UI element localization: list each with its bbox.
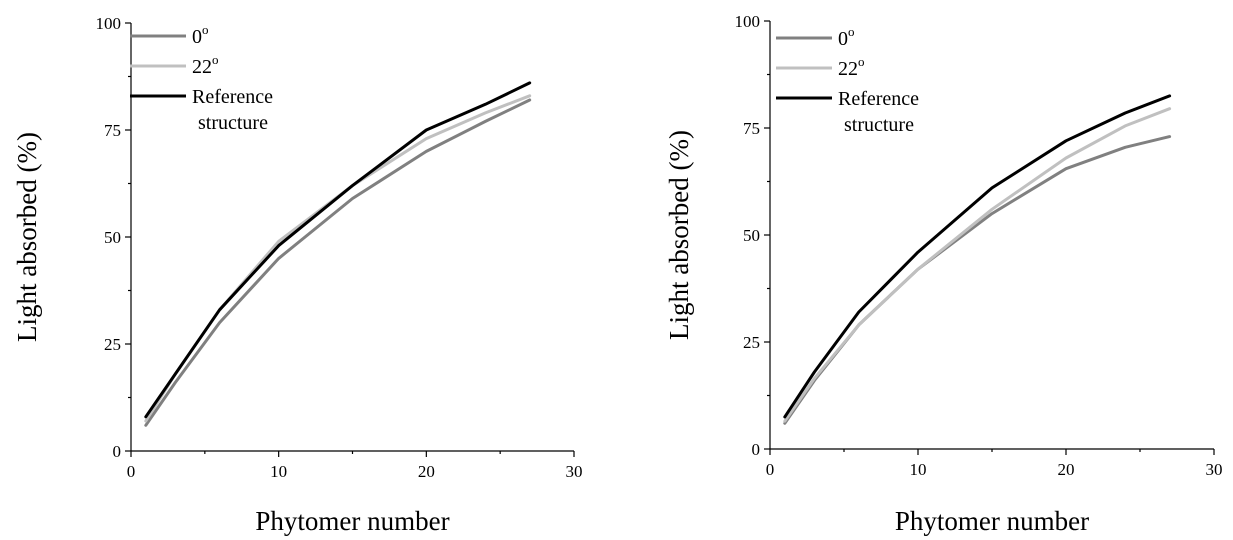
x-tick-label: 10 (910, 460, 927, 479)
x-tick-label: 30 (566, 462, 583, 481)
legend-label: 0o (192, 22, 209, 48)
legend-label-line: structure (844, 114, 914, 136)
legend-label: 22o (192, 52, 219, 78)
y-tick-label: 100 (96, 14, 122, 33)
series-line-1 (144, 98, 532, 427)
legend-label-superscript: o (202, 22, 209, 37)
legend-label-superscript: o (848, 24, 855, 39)
x-tick-label: 0 (127, 462, 136, 481)
y-tick-label: 0 (752, 440, 761, 459)
x-tick-label: 20 (418, 462, 435, 481)
x-tick-label: 30 (1206, 460, 1223, 479)
legend-label-line: Reference (192, 86, 273, 108)
legend-label-text: 22 (838, 58, 858, 80)
legend-label-text: 22 (192, 56, 212, 78)
x-tick-label: 10 (270, 462, 287, 481)
legend-label-line: structure (198, 112, 268, 134)
y-tick-label: 50 (743, 226, 760, 245)
y-tick-label: 75 (743, 119, 760, 138)
y-axis-title: Light absorbed (%) (12, 132, 42, 342)
x-axis-title: Phytomer number (895, 506, 1089, 536)
x-tick-label: 20 (1058, 460, 1075, 479)
series-line-3 (144, 81, 532, 419)
series-line-2 (144, 94, 532, 423)
y-axis-title: Light absorbed (%) (664, 130, 694, 340)
legend-label: 0o (838, 24, 855, 50)
series-line-1 (783, 135, 1172, 425)
series-line-3 (783, 94, 1172, 419)
chart-panel-2: 0 25 50 75 100 0 10 20 30 Phytomer number Light ab… (664, 12, 1223, 536)
chart-panel-1: 0 25 50 75 100 0 10 20 30 Phytomer number Light ab… (12, 14, 583, 536)
legend-label: Reference structure (838, 88, 919, 136)
legend-label-superscript: o (212, 52, 219, 67)
y-tick-label: 0 (113, 442, 122, 461)
y-tick-label: 25 (743, 333, 760, 352)
legend-label-text: 0 (838, 28, 848, 50)
series-line-2 (783, 107, 1172, 423)
y-tick-label: 75 (104, 121, 121, 140)
x-tick-label: 0 (766, 460, 775, 479)
legend-label-line: Reference (838, 88, 919, 110)
y-tick-label: 25 (104, 335, 121, 354)
y-tick-label: 100 (735, 12, 761, 31)
y-tick-label: 50 (104, 228, 121, 247)
legend-label-superscript: o (858, 54, 865, 69)
x-axis-title: Phytomer number (255, 506, 449, 536)
legend-label: Reference structure (192, 86, 273, 134)
legend-label: 22o (838, 54, 865, 80)
legend-label-text: 0 (192, 26, 202, 48)
